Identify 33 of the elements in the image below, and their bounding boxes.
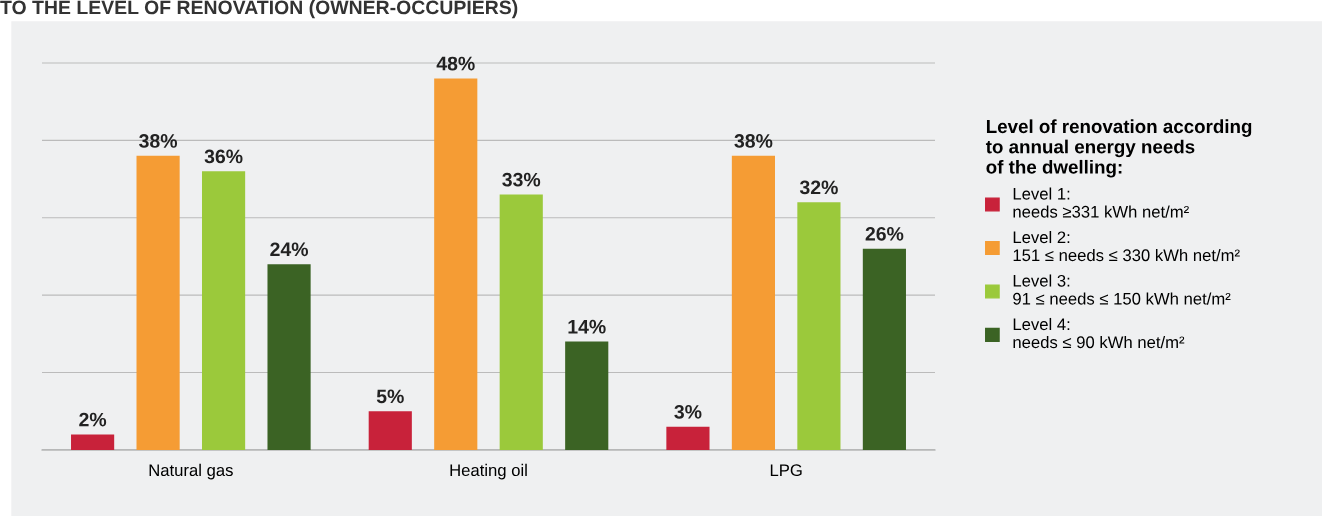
data-label: 36% xyxy=(204,149,243,164)
bar xyxy=(434,78,478,450)
x-tick-label: LPG xyxy=(770,464,802,477)
legend-label: Level 1: needs ≥331 kWh net/m² xyxy=(1013,187,1189,218)
bar xyxy=(71,434,115,450)
legend-label: Level 2: 151 ≤ needs ≤ 330 kWh net/m² xyxy=(1013,230,1240,262)
bar xyxy=(565,341,609,450)
data-label: 14% xyxy=(568,319,606,334)
legend-title: Level of renovation according to annual energy needs of the dwelling: xyxy=(985,119,1252,178)
data-label: 32% xyxy=(799,180,838,195)
data-label: 48% xyxy=(436,56,475,71)
bar xyxy=(267,264,311,450)
legend-label: Level 3: 91 ≤ needs ≤ 150 kWh net/m² xyxy=(1013,274,1231,305)
data-label: 3% xyxy=(674,404,702,419)
bar xyxy=(862,248,906,450)
data-label: 2% xyxy=(79,412,107,427)
bar xyxy=(666,426,710,450)
bar xyxy=(731,155,775,450)
bar xyxy=(797,202,841,450)
bar xyxy=(368,411,412,450)
legend-label: Level 4: needs ≤ 90 kWh net/m² xyxy=(1013,317,1185,349)
x-tick-label: Heating oil xyxy=(450,463,527,480)
x-tick-label: Natural gas xyxy=(149,463,233,480)
data-label: 24% xyxy=(270,242,309,257)
bar xyxy=(202,171,246,450)
data-label: 33% xyxy=(502,172,541,187)
data-label: 26% xyxy=(865,226,904,241)
data-label: 38% xyxy=(734,134,773,148)
bar xyxy=(499,194,543,450)
bar xyxy=(136,155,180,450)
data-label: 5% xyxy=(376,389,404,404)
data-label: 38% xyxy=(139,134,178,148)
chart-title: TO THE LEVEL OF RENOVATION (OWNER-OCCUPIERS) xyxy=(0,0,518,19)
